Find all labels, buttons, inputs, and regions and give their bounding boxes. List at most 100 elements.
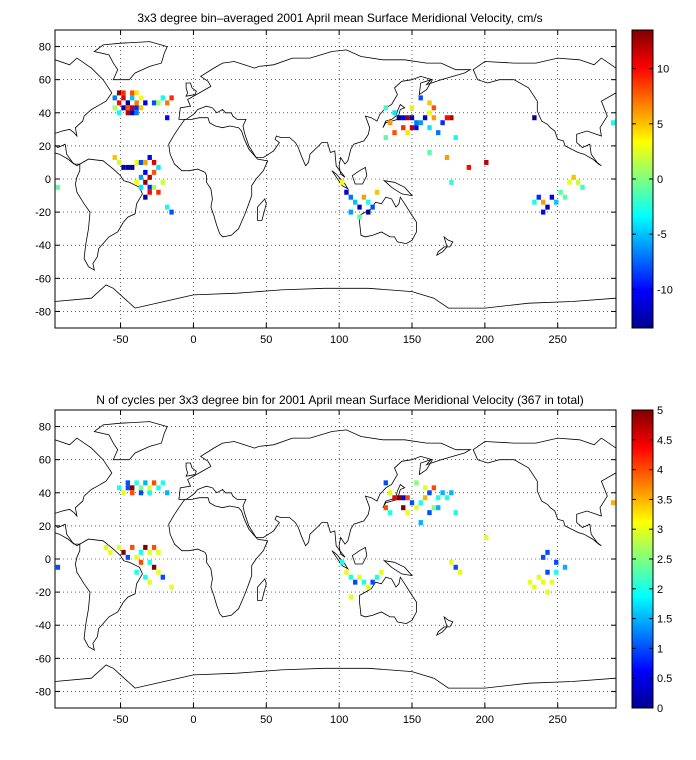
bin-cell bbox=[55, 564, 61, 570]
bin-cell bbox=[339, 179, 345, 185]
bin-cell bbox=[610, 120, 616, 126]
bin-cell bbox=[387, 490, 393, 496]
colorbar-tick-label: 5 bbox=[657, 119, 663, 131]
y-tick-label: -80 bbox=[35, 306, 51, 318]
bin-cell bbox=[160, 179, 166, 185]
coastline bbox=[185, 462, 197, 477]
bin-cell bbox=[125, 105, 131, 111]
bin-cell bbox=[156, 100, 161, 106]
x-tick-label: 50 bbox=[260, 334, 272, 346]
bin-cell bbox=[143, 544, 148, 550]
bin-cell bbox=[138, 95, 144, 101]
bin-cell bbox=[554, 559, 559, 565]
colorbar-tick-label: 0 bbox=[657, 703, 663, 715]
bin-cell bbox=[405, 130, 410, 136]
bin-cell bbox=[383, 505, 388, 511]
bin-cell bbox=[151, 480, 157, 486]
y-tick-label: 80 bbox=[39, 42, 51, 54]
chart-title-cycles: N of cycles per 3x3 degree bin for 2001 … bbox=[96, 393, 584, 407]
bin-cell bbox=[545, 589, 550, 595]
bin-cell bbox=[427, 150, 432, 155]
y-tick-label: 0 bbox=[45, 174, 51, 186]
colorbar-tick-label: 3 bbox=[657, 524, 663, 536]
bin-cell bbox=[427, 510, 432, 516]
x-tick-label: 50 bbox=[260, 714, 272, 726]
bin-cell bbox=[427, 490, 432, 496]
bin-cell bbox=[130, 490, 135, 496]
bin-cell bbox=[554, 199, 559, 205]
y-tick-label: 80 bbox=[39, 422, 51, 434]
colorbar-tick-label: 4.5 bbox=[657, 435, 672, 447]
bin-cell bbox=[383, 135, 388, 141]
bin-cell bbox=[527, 579, 533, 585]
bin-cell bbox=[125, 485, 131, 491]
bin-cell bbox=[134, 90, 139, 96]
bin-cell bbox=[453, 564, 458, 570]
bin-cell bbox=[436, 495, 441, 501]
bin-cell bbox=[427, 100, 432, 106]
bin-cell bbox=[440, 120, 445, 126]
bin-cell bbox=[352, 579, 358, 585]
bin-cell bbox=[143, 480, 148, 486]
bin-cell bbox=[147, 579, 152, 585]
bin-cell bbox=[134, 179, 139, 185]
bin-cell bbox=[366, 584, 371, 590]
coastline bbox=[351, 166, 368, 185]
bin-cell bbox=[536, 574, 541, 580]
bin-cell bbox=[444, 115, 450, 121]
x-tick-label: 0 bbox=[190, 714, 196, 726]
bin-cell bbox=[536, 194, 541, 200]
bin-cell bbox=[116, 485, 122, 491]
bin-cell bbox=[366, 209, 371, 215]
bin-cell bbox=[405, 115, 410, 121]
coastline bbox=[74, 538, 143, 651]
coastline bbox=[55, 664, 616, 708]
colorbar-tick-label: 2 bbox=[657, 584, 663, 596]
bin-cell bbox=[55, 184, 61, 190]
bin-cell bbox=[165, 204, 170, 210]
colorbar-tick-label: 4 bbox=[657, 465, 663, 477]
bin-cell bbox=[440, 490, 445, 496]
bin-cell bbox=[545, 204, 550, 210]
bin-cell bbox=[540, 579, 546, 585]
bin-cell bbox=[116, 159, 122, 165]
bin-cell bbox=[418, 95, 423, 101]
bin-cell bbox=[449, 490, 454, 496]
bin-cell bbox=[125, 110, 131, 116]
bin-cell bbox=[147, 189, 152, 195]
bin-cell bbox=[156, 569, 161, 575]
bin-cell bbox=[160, 480, 166, 486]
bin-cell bbox=[567, 179, 572, 185]
bin-cell bbox=[156, 485, 161, 491]
bin-cell bbox=[344, 569, 349, 575]
bin-cell bbox=[143, 169, 148, 175]
y-tick-label: 20 bbox=[39, 521, 51, 533]
bin-cell bbox=[121, 549, 126, 555]
bin-cell bbox=[134, 110, 139, 116]
bin-cell bbox=[138, 549, 144, 555]
bin-cell bbox=[112, 105, 117, 111]
bin-cell bbox=[125, 100, 131, 106]
coastline bbox=[185, 82, 197, 97]
bin-cell bbox=[361, 194, 367, 200]
y-tick-label: 60 bbox=[39, 455, 51, 467]
bin-cell bbox=[427, 110, 432, 116]
bin-cell bbox=[431, 115, 437, 121]
bin-cell bbox=[156, 164, 161, 170]
bin-cell bbox=[418, 120, 423, 126]
coastline bbox=[178, 429, 472, 558]
bin-cell bbox=[147, 490, 152, 496]
bin-cell bbox=[130, 485, 135, 491]
bin-cell bbox=[387, 120, 393, 126]
bin-cell bbox=[431, 505, 437, 511]
y-tick-label: -60 bbox=[35, 273, 51, 285]
bin-cell bbox=[575, 179, 581, 185]
coastline bbox=[351, 546, 368, 565]
bin-cell bbox=[160, 95, 166, 101]
x-tick-label: 100 bbox=[330, 714, 348, 726]
bin-cell bbox=[392, 110, 397, 116]
coastline bbox=[168, 497, 269, 618]
bin-cell bbox=[121, 105, 126, 111]
bin-cell bbox=[418, 500, 423, 506]
colorbar-tick-label: 3.5 bbox=[657, 494, 672, 506]
